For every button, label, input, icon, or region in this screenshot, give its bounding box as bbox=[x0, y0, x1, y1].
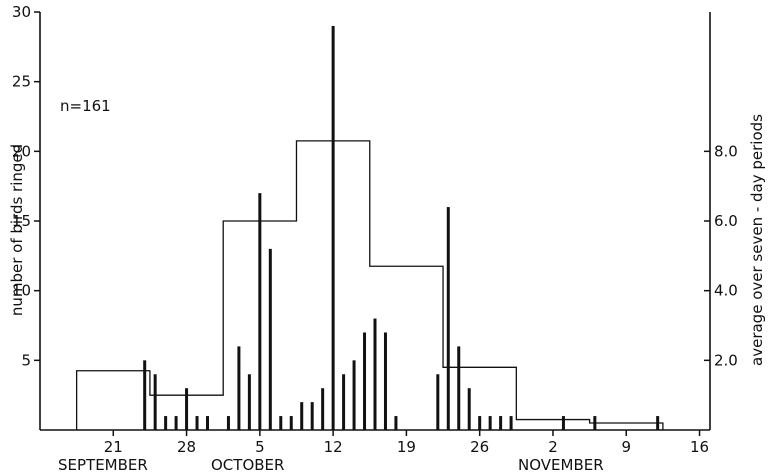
y-tick-label-left: 5 bbox=[21, 351, 31, 369]
x-tick-label: 5 bbox=[255, 438, 265, 456]
daily-count-bar bbox=[383, 332, 387, 430]
ticks: 5 10 15 20 25 30 2.0 4.0 6.0 8.0 21 28 5 12 19 26 2 9 16 bbox=[12, 3, 738, 456]
daily-count-bar bbox=[478, 416, 482, 430]
daily-count-bar bbox=[342, 374, 346, 430]
month-label-november: NOVEMBER bbox=[518, 456, 604, 474]
x-tick-label: 19 bbox=[397, 438, 416, 456]
sample-size-annotation: n=161 bbox=[60, 97, 111, 115]
y-tick-label-right: 4.0 bbox=[714, 282, 738, 300]
daily-count-bar bbox=[174, 416, 178, 430]
daily-count-bar bbox=[331, 25, 335, 431]
daily-count-bar bbox=[247, 374, 251, 430]
y-tick-label-left: 30 bbox=[12, 3, 31, 21]
daily-count-bar bbox=[268, 248, 272, 430]
daily-count-bar bbox=[363, 332, 367, 430]
x-tick-label: 16 bbox=[690, 438, 709, 456]
daily-count-bar bbox=[310, 402, 314, 430]
daily-count-bar bbox=[289, 416, 293, 430]
weekly-average-series bbox=[75, 140, 664, 430]
y-tick-label-left: 15 bbox=[12, 212, 31, 230]
daily-count-bar bbox=[656, 416, 660, 430]
daily-count-bar bbox=[164, 416, 168, 430]
daily-count-bar bbox=[499, 416, 503, 430]
month-label-october: OCTOBER bbox=[211, 456, 284, 474]
y-tick-label-right: 6.0 bbox=[714, 212, 738, 230]
daily-count-bar bbox=[206, 416, 209, 430]
daily-count-bar bbox=[561, 416, 565, 430]
y-tick-label-left: 20 bbox=[12, 142, 31, 160]
daily-count-bar bbox=[237, 346, 241, 430]
y-tick-label-right: 8.0 bbox=[714, 142, 738, 160]
weekly-average-line bbox=[75, 140, 664, 430]
month-label-september: SEPTEMBER bbox=[58, 456, 148, 474]
x-tick-label: 12 bbox=[324, 438, 343, 456]
daily-count-bar bbox=[185, 388, 189, 430]
daily-count-bar bbox=[279, 416, 283, 430]
daily-count-bar bbox=[352, 360, 356, 430]
daily-count-bar bbox=[446, 207, 450, 430]
daily-count-bar bbox=[593, 416, 597, 430]
y-tick-label-left: 25 bbox=[12, 73, 31, 91]
daily-count-bar bbox=[509, 416, 513, 430]
y-tick-label-right: 2.0 bbox=[714, 351, 738, 369]
daily-count-bar bbox=[436, 374, 440, 430]
daily-count-bar bbox=[467, 388, 471, 430]
daily-count-bar bbox=[300, 402, 304, 430]
x-tick-label: 9 bbox=[621, 438, 631, 456]
y-tick-label-left: 10 bbox=[12, 282, 31, 300]
y-axis-title-left: number of birds ringed bbox=[8, 144, 26, 316]
daily-count-bar bbox=[394, 416, 398, 430]
daily-count-bars bbox=[143, 25, 660, 431]
y-axis-title-right: average over seven - day periods bbox=[748, 114, 766, 366]
daily-count-bar bbox=[153, 374, 157, 430]
x-tick-label: 26 bbox=[470, 438, 489, 456]
daily-count-bar bbox=[226, 416, 230, 430]
daily-count-bar bbox=[195, 416, 199, 430]
x-tick-label: 21 bbox=[104, 438, 123, 456]
daily-count-bar bbox=[321, 388, 325, 430]
daily-count-bar bbox=[373, 318, 377, 430]
daily-count-bar bbox=[143, 360, 147, 430]
daily-count-bar bbox=[457, 346, 461, 430]
x-tick-label: 28 bbox=[177, 438, 196, 456]
x-tick-label: 2 bbox=[548, 438, 558, 456]
daily-count-bar bbox=[488, 416, 492, 430]
daily-count-bar bbox=[258, 193, 262, 430]
